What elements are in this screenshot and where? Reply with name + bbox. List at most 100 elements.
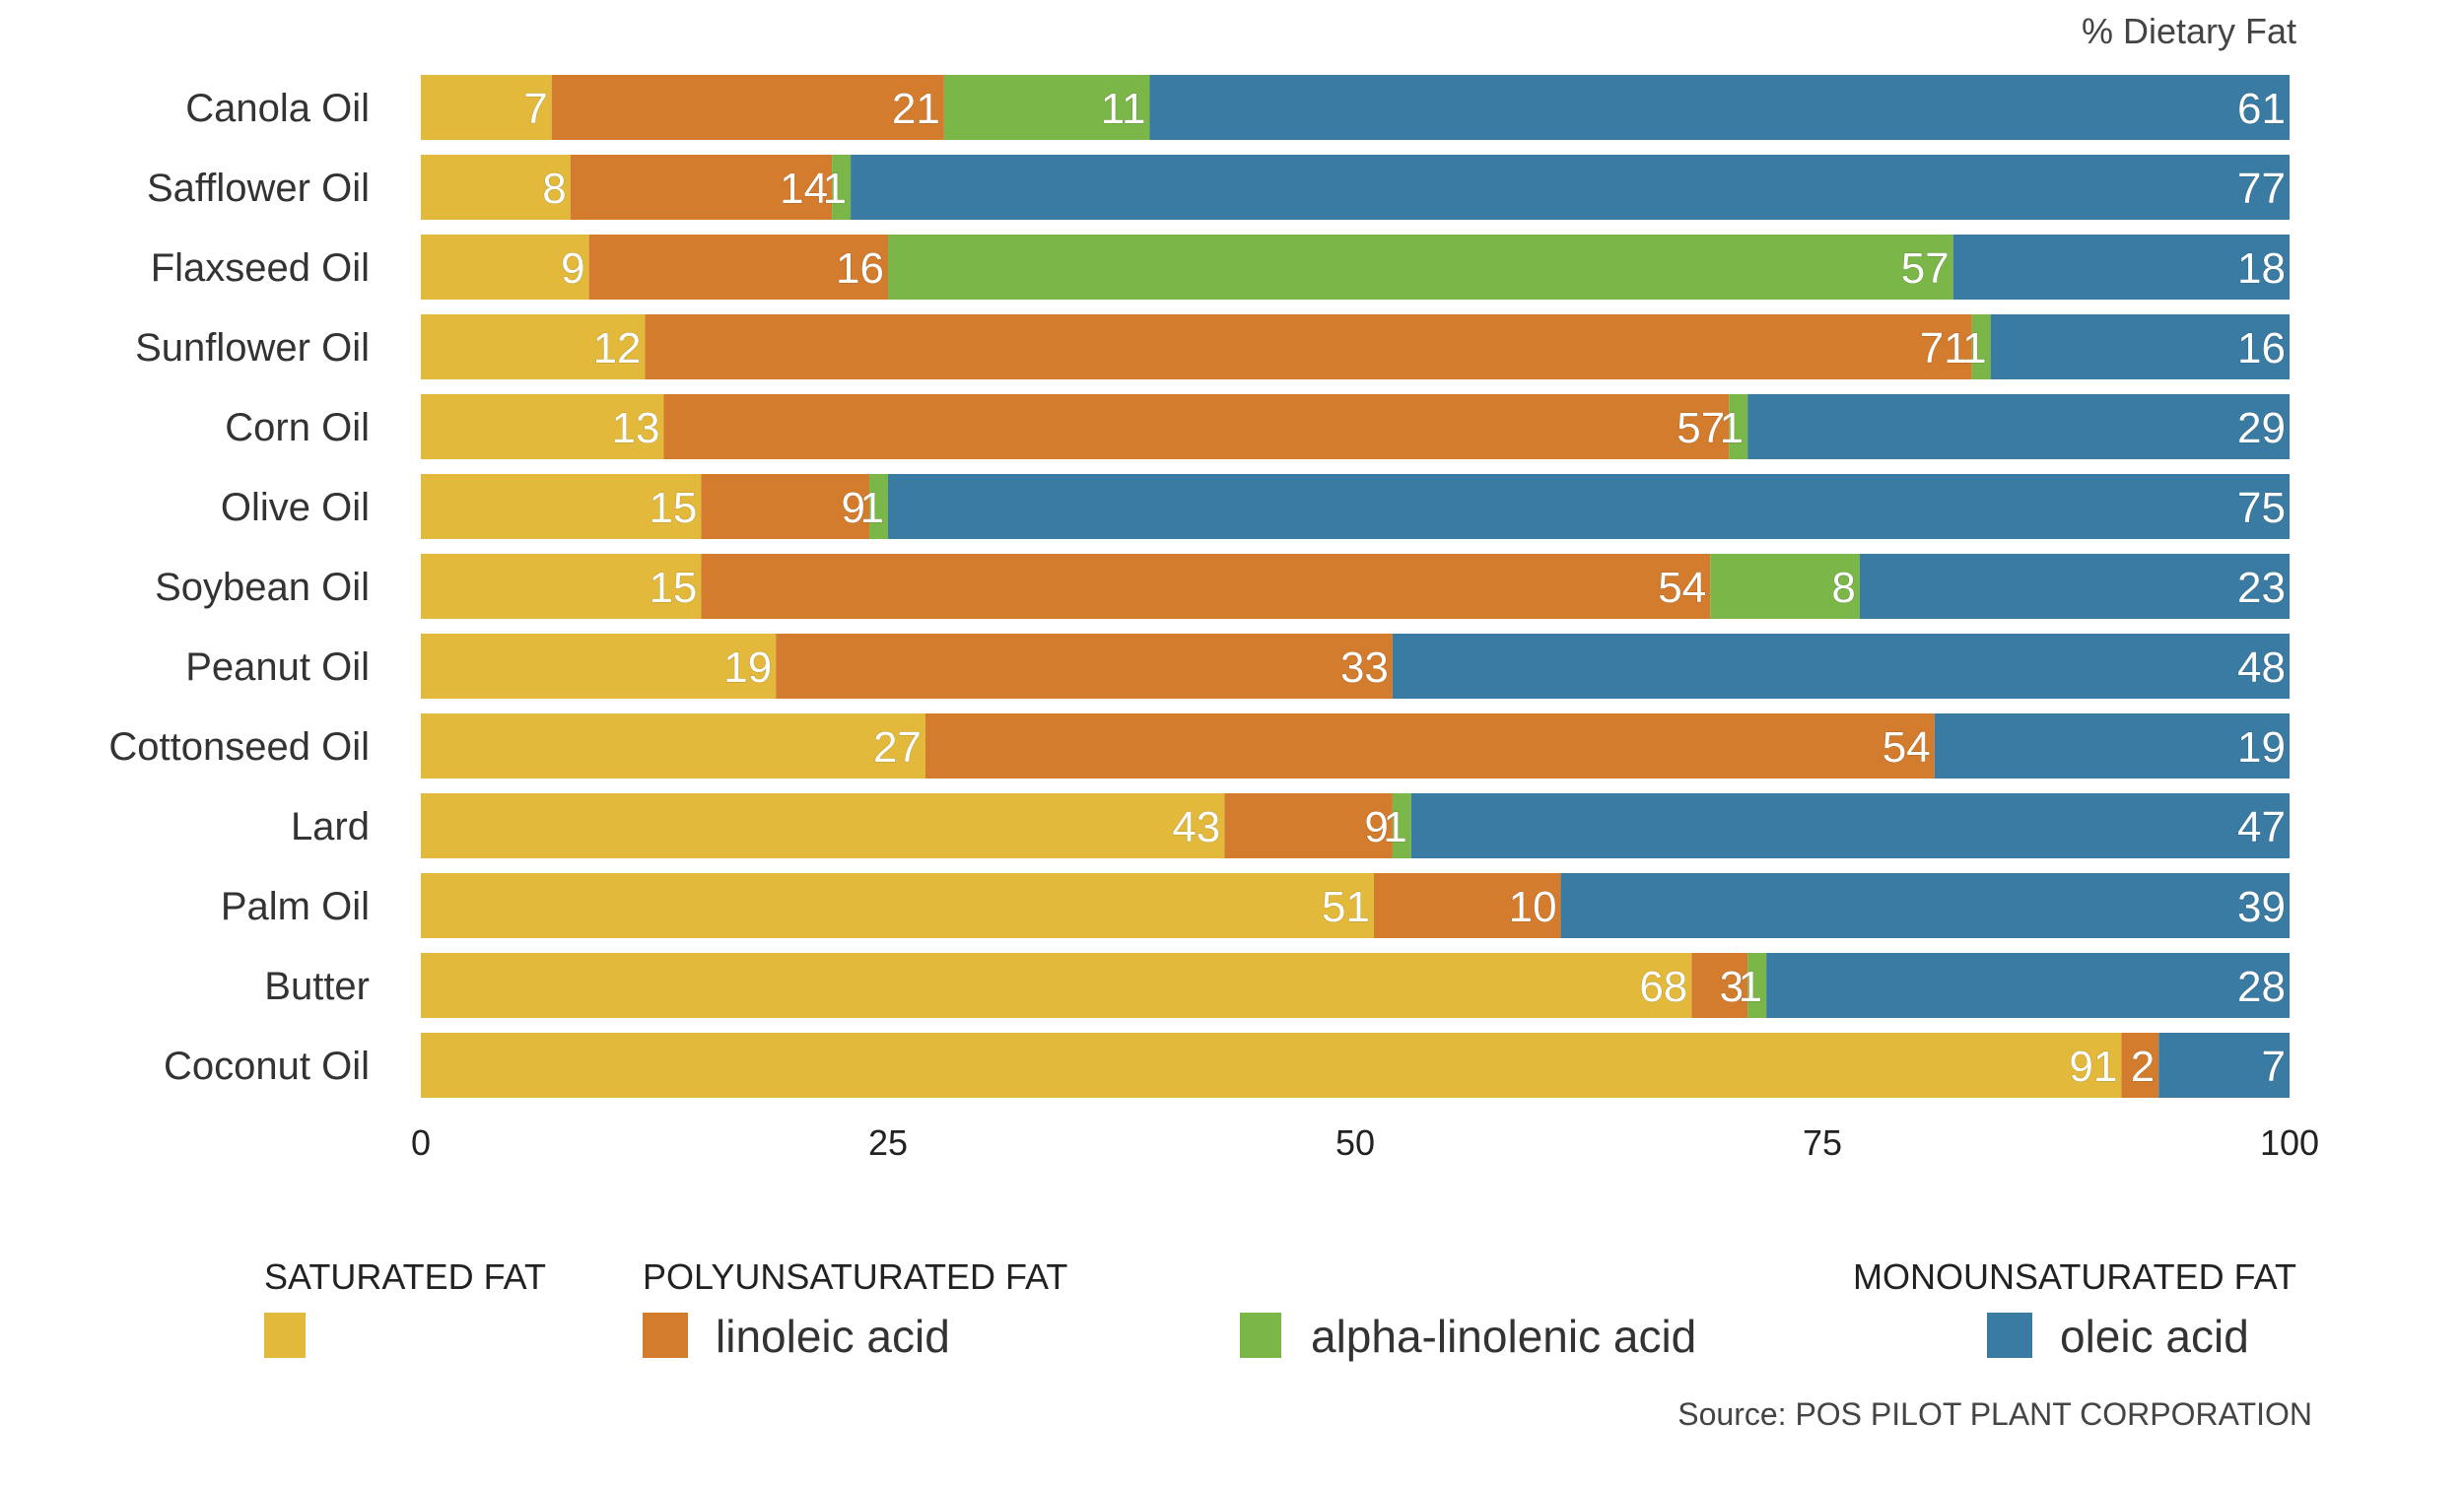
legend-swatch-linoleic bbox=[643, 1313, 688, 1358]
bar-label-soybean-oil-alpha-linolenic-acid: 8 bbox=[1831, 564, 1855, 612]
bar-label-cottonseed-oil-linoleic-acid: 54 bbox=[1882, 723, 1931, 772]
x-tick-label-75: 75 bbox=[1803, 1122, 1842, 1163]
bar-soybean-oil-oleic-acid bbox=[1859, 554, 2290, 619]
bar-label-sunflower-oil-linoleic-acid: 71 bbox=[1920, 324, 1968, 372]
category-label-peanut-oil: Peanut Oil bbox=[185, 645, 370, 689]
bar-butter-saturated-fat bbox=[421, 953, 1692, 1018]
bar-label-cottonseed-oil-oleic-acid: 19 bbox=[2237, 723, 2286, 772]
bar-label-butter-oleic-acid: 28 bbox=[2237, 963, 2286, 1011]
bar-label-palm-oil-saturated-fat: 51 bbox=[1322, 883, 1370, 931]
bar-label-coconut-oil-saturated-fat: 91 bbox=[2069, 1043, 2117, 1091]
bar-palm-oil-linoleic-acid bbox=[1373, 873, 1561, 938]
bar-lard-alpha-linolenic-acid bbox=[1392, 793, 1411, 858]
bar-corn-oil-linoleic-acid bbox=[663, 394, 1730, 459]
bar-canola-oil-oleic-acid bbox=[1149, 75, 2290, 140]
bar-label-sunflower-oil-oleic-acid: 16 bbox=[2237, 324, 2286, 372]
bar-olive-oil-oleic-acid bbox=[888, 474, 2290, 539]
bar-lard-linoleic-acid bbox=[1224, 793, 1393, 858]
category-label-butter: Butter bbox=[264, 965, 370, 1008]
bar-sunflower-oil-alpha-linolenic-acid bbox=[1971, 314, 1991, 379]
bar-label-cottonseed-oil-saturated-fat: 27 bbox=[873, 723, 922, 772]
bar-butter-oleic-acid bbox=[1766, 953, 2290, 1018]
bar-label-lard-saturated-fat: 43 bbox=[1172, 803, 1220, 851]
bar-row-coconut-oil: Coconut Oil 91 2 7 bbox=[164, 1033, 2290, 1098]
category-label-coconut-oil: Coconut Oil bbox=[164, 1045, 370, 1088]
bar-canola-oil-alpha-linolenic-acid bbox=[943, 75, 1150, 140]
bar-label-coconut-oil-oleic-acid: 7 bbox=[2262, 1043, 2286, 1091]
bar-corn-oil-alpha-linolenic-acid bbox=[1729, 394, 1748, 459]
bar-flaxseed-oil-saturated-fat bbox=[421, 235, 589, 300]
bar-label-flaxseed-oil-oleic-acid: 18 bbox=[2237, 244, 2286, 293]
category-label-safflower-oil: Safflower Oil bbox=[147, 167, 370, 210]
bar-row-palm-oil: Palm Oil 51 10 39 bbox=[221, 873, 2290, 938]
bar-safflower-oil-alpha-linolenic-acid bbox=[832, 155, 852, 220]
category-label-olive-oil: Olive Oil bbox=[221, 486, 370, 529]
bar-olive-oil-linoleic-acid bbox=[701, 474, 870, 539]
bar-label-lard-alpha-linolenic-acid: 1 bbox=[1383, 803, 1406, 851]
bar-row-olive-oil: Olive Oil 15 91 75 bbox=[221, 474, 2290, 539]
bar-sunflower-oil-saturated-fat bbox=[421, 314, 646, 379]
bar-label-olive-oil-alpha-linolenic-acid: 1 bbox=[860, 484, 884, 532]
x-tick-label-100: 100 bbox=[2260, 1122, 2319, 1163]
bar-row-lard: Lard 43 91 47 bbox=[291, 793, 2290, 858]
bar-label-peanut-oil-saturated-fat: 19 bbox=[723, 643, 772, 692]
legend-group-saturated: SATURATED FAT bbox=[264, 1256, 546, 1297]
bar-sunflower-oil-linoleic-acid bbox=[645, 314, 1972, 379]
bar-coconut-oil-saturated-fat bbox=[421, 1033, 2122, 1098]
bar-coconut-oil-linoleic-acid bbox=[2121, 1033, 2159, 1098]
bar-label-safflower-oil-alpha-linolenic-acid: 1 bbox=[823, 165, 847, 213]
bar-label-safflower-oil-oleic-acid: 77 bbox=[2237, 165, 2286, 213]
bar-label-olive-oil-oleic-acid: 75 bbox=[2237, 484, 2286, 532]
bar-label-olive-oil-saturated-fat: 15 bbox=[649, 484, 697, 532]
bar-cottonseed-oil-oleic-acid bbox=[1934, 713, 2290, 779]
bar-label-corn-oil-linoleic-acid: 57 bbox=[1677, 404, 1725, 452]
legend: SATURATED FAT POLYUNSATURATED FAT MONOUN… bbox=[264, 1256, 2296, 1362]
bar-label-palm-oil-oleic-acid: 39 bbox=[2237, 883, 2286, 931]
bar-peanut-oil-oleic-acid bbox=[1392, 634, 2290, 699]
bar-butter-linoleic-acid bbox=[1691, 953, 1748, 1018]
category-label-palm-oil: Palm Oil bbox=[221, 885, 370, 928]
bar-label-lard-oleic-acid: 47 bbox=[2237, 803, 2286, 851]
bar-lard-saturated-fat bbox=[421, 793, 1225, 858]
x-axis: 0 25 50 75 100 bbox=[411, 1122, 2319, 1163]
bar-row-flaxseed-oil: Flaxseed Oil 9 16 57 18 bbox=[151, 235, 2290, 300]
bar-label-lard-linoleic-acid: 9 bbox=[1364, 803, 1388, 851]
bar-label-peanut-oil-oleic-acid: 48 bbox=[2237, 643, 2286, 692]
bar-flaxseed-oil-alpha-linolenic-acid bbox=[888, 235, 1953, 300]
bar-coconut-oil-oleic-acid bbox=[2158, 1033, 2290, 1098]
bar-peanut-oil-saturated-fat bbox=[421, 634, 777, 699]
bar-safflower-oil-saturated-fat bbox=[421, 155, 571, 220]
bar-olive-oil-alpha-linolenic-acid bbox=[869, 474, 888, 539]
category-label-cottonseed-oil: Cottonseed Oil bbox=[108, 725, 370, 769]
bar-lard-oleic-acid bbox=[1410, 793, 2290, 858]
bar-row-cottonseed-oil: Cottonseed Oil 27 54 19 bbox=[108, 713, 2290, 779]
bar-palm-oil-oleic-acid bbox=[1560, 873, 2290, 938]
x-tick-label-0: 0 bbox=[411, 1122, 431, 1163]
bar-butter-alpha-linolenic-acid bbox=[1747, 953, 1767, 1018]
bar-safflower-oil-oleic-acid bbox=[851, 155, 2290, 220]
bar-label-corn-oil-alpha-linolenic-acid: 1 bbox=[1720, 404, 1744, 452]
bar-row-sunflower-oil: Sunflower Oil 12 711 16 bbox=[135, 314, 2290, 379]
bar-soybean-oil-alpha-linolenic-acid bbox=[1710, 554, 1860, 619]
bar-label-sunflower-oil-alpha-linolenic-acid: 1 bbox=[1962, 324, 1986, 372]
bar-palm-oil-saturated-fat bbox=[421, 873, 1374, 938]
bar-row-peanut-oil: Peanut Oil 19 33 48 bbox=[185, 634, 2290, 699]
bar-row-safflower-oil: Safflower Oil 8 141 77 bbox=[147, 155, 2290, 220]
bar-sunflower-oil-oleic-acid bbox=[1990, 314, 2290, 379]
bar-row-soybean-oil: Soybean Oil 15 54 8 23 bbox=[155, 554, 2290, 619]
bar-soybean-oil-saturated-fat bbox=[421, 554, 702, 619]
bar-label-soybean-oil-linoleic-acid: 54 bbox=[1658, 564, 1706, 612]
bar-label-canola-oil-saturated-fat: 7 bbox=[523, 85, 547, 133]
bar-label-palm-oil-linoleic-acid: 10 bbox=[1509, 883, 1557, 931]
bar-label-butter-alpha-linolenic-acid: 1 bbox=[1739, 963, 1762, 1011]
bar-peanut-oil-linoleic-acid bbox=[776, 634, 1393, 699]
bar-label-flaxseed-oil-alpha-linolenic-acid: 57 bbox=[1901, 244, 1950, 293]
bar-canola-oil-linoleic-acid bbox=[551, 75, 944, 140]
legend-swatch-oleic bbox=[1987, 1313, 2032, 1358]
legend-group-polyunsaturated: POLYUNSATURATED FAT bbox=[643, 1256, 1067, 1297]
bar-row-corn-oil: Corn Oil 13 571 29 bbox=[225, 394, 2290, 459]
category-label-canola-oil: Canola Oil bbox=[185, 87, 370, 130]
